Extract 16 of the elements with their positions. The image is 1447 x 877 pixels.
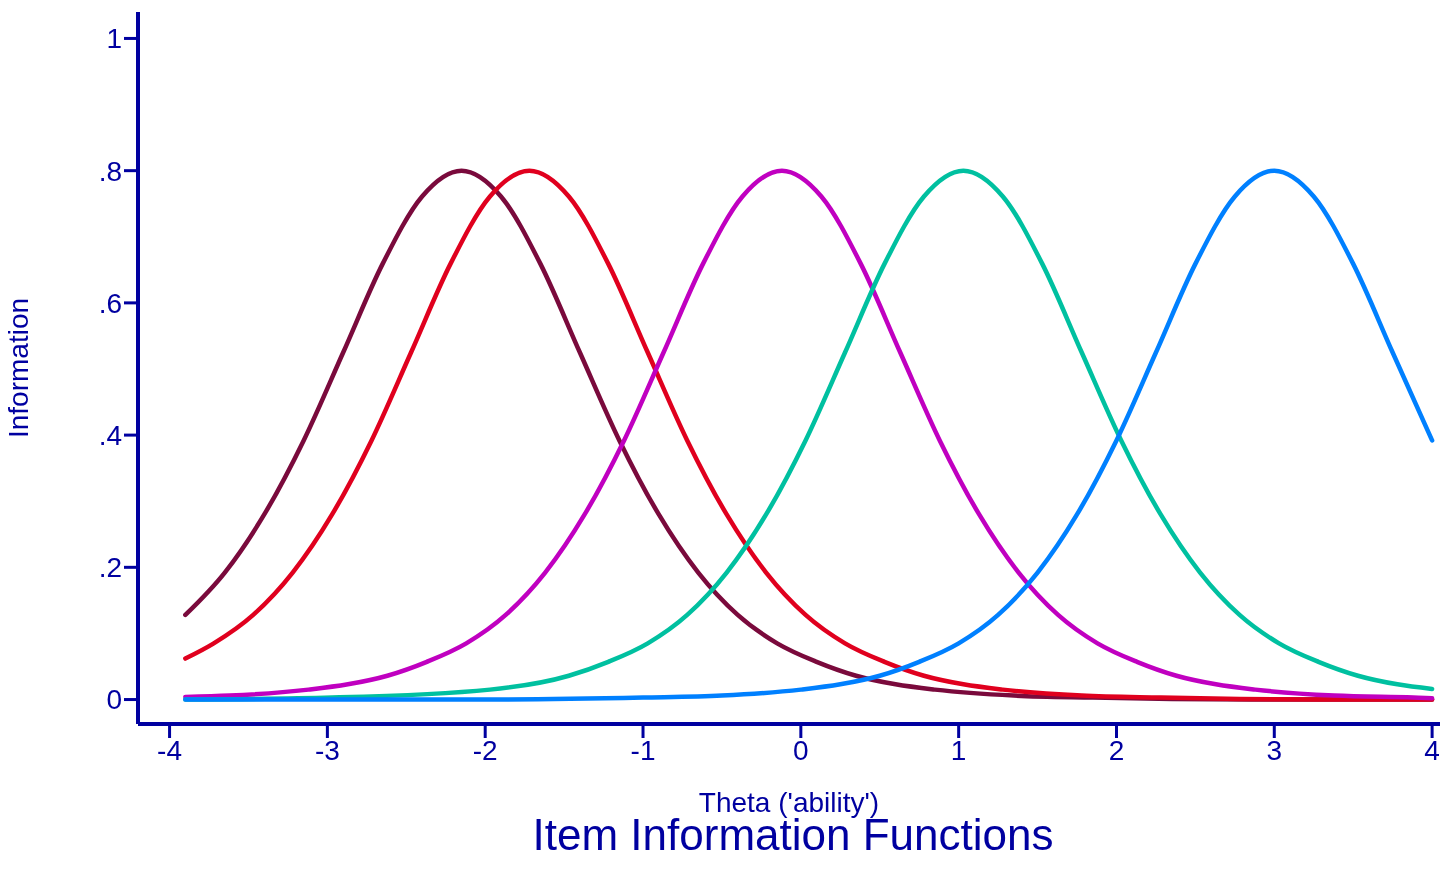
- y-tick-label: 0: [106, 684, 122, 716]
- x-tick-label: 0: [793, 734, 809, 766]
- y-tick-label: .2: [98, 552, 122, 584]
- y-tick-label: 1: [106, 23, 122, 55]
- y-axis-title: Information: [2, 297, 34, 439]
- x-tick-label: -1: [630, 734, 656, 766]
- x-tick-label: 2: [1108, 734, 1125, 766]
- x-tick-label: -4: [157, 734, 183, 766]
- x-tick-label: 1: [950, 734, 967, 766]
- y-tick-label: .8: [98, 155, 122, 187]
- x-tick-label: 3: [1266, 734, 1283, 766]
- y-tick-label: .6: [98, 287, 122, 319]
- x-tick-label: -3: [314, 734, 340, 766]
- x-tick-label: 4: [1424, 734, 1440, 766]
- x-tick-label: -2: [472, 734, 498, 766]
- y-tick-label: .4: [98, 420, 122, 452]
